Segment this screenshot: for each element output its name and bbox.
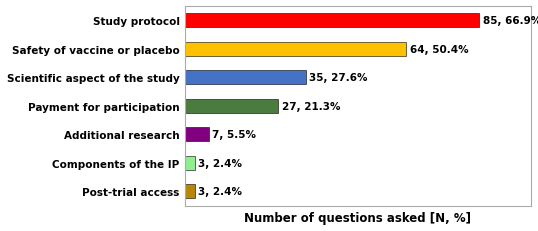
Bar	[185, 71, 306, 85]
Bar	[185, 14, 479, 28]
Text: 3, 2.4%: 3, 2.4%	[199, 158, 243, 168]
Bar	[185, 128, 209, 142]
Text: 3, 2.4%: 3, 2.4%	[199, 186, 243, 196]
Text: 64, 50.4%: 64, 50.4%	[410, 45, 469, 55]
Text: 7, 5.5%: 7, 5.5%	[213, 130, 256, 140]
Bar	[185, 99, 278, 113]
Text: 27, 21.3%: 27, 21.3%	[281, 101, 340, 111]
Bar	[185, 156, 195, 170]
X-axis label: Number of questions asked [N, %]: Number of questions asked [N, %]	[244, 211, 471, 224]
Text: 85, 66.9%: 85, 66.9%	[483, 16, 538, 26]
Bar	[185, 184, 195, 198]
Text: 35, 27.6%: 35, 27.6%	[309, 73, 368, 83]
Bar	[185, 43, 406, 57]
